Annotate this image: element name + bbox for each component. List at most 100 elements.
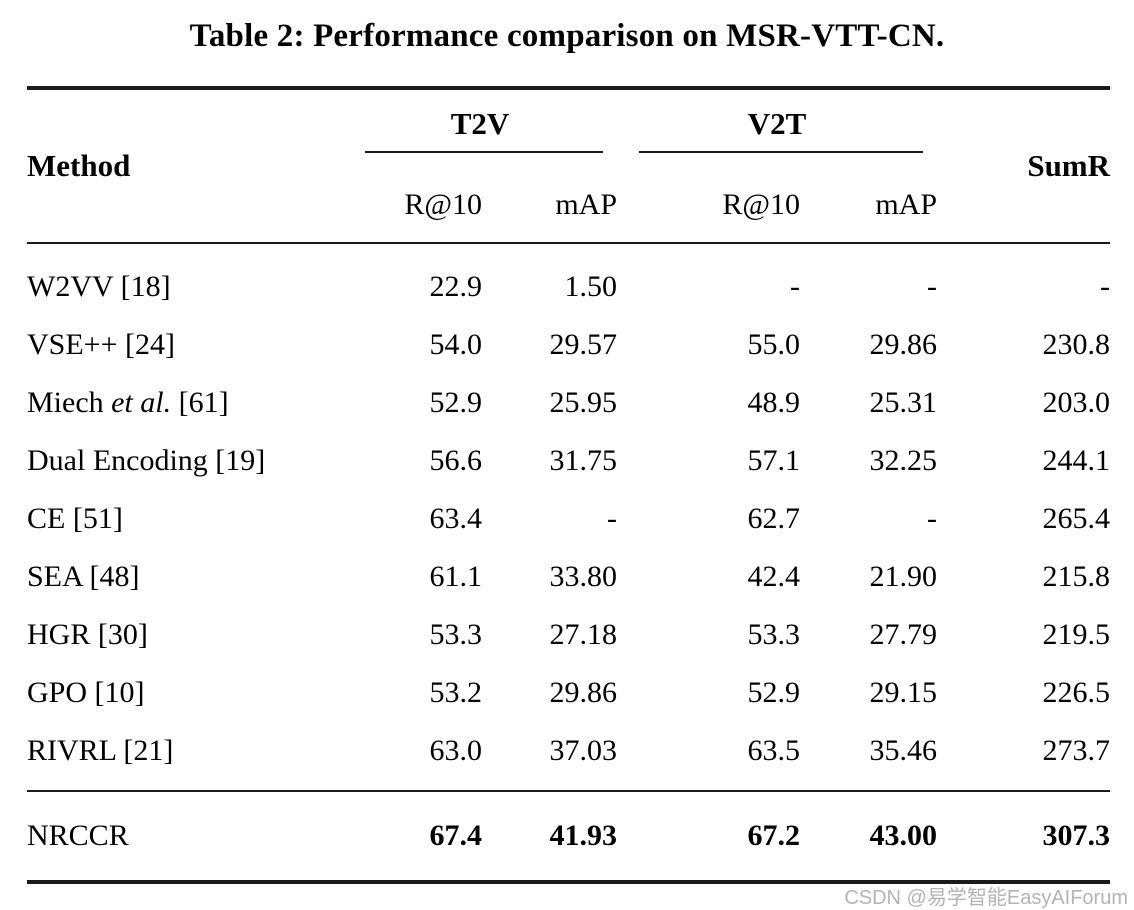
value-cell: 55.0 [747, 328, 801, 361]
method-name: CE [51] [27, 502, 123, 535]
csdn-watermark: CSDN @易学智能EasyAIForum [844, 887, 1128, 909]
method-cell: RIVRL [21] [27, 722, 343, 791]
table-row: Miech et al. [61] 52.9 25.95 48.9 25.31 … [27, 374, 1110, 432]
method-name: SEA [48] [27, 560, 140, 593]
method-name: Dual Encoding [19] [27, 444, 266, 477]
value-cell: 56.6 [429, 444, 483, 477]
method-name: VSE++ [24] [27, 328, 175, 361]
value-cell: 29.86 [869, 328, 938, 361]
table-row: HGR [30] 53.3 27.18 53.3 27.79 219.5 [27, 606, 1110, 664]
col-header-v2t-r10: R@10 [617, 168, 801, 244]
method-ref: [61] [171, 386, 229, 419]
value-cell: 215.8 [1042, 560, 1111, 593]
results-table: Method T2V V2T SumR R@10 mAP R@10 mAP W2… [27, 86, 1111, 884]
value-cell: 29.15 [869, 676, 938, 709]
value-cell: - [790, 270, 801, 303]
table-row-nrccr: NRCCR 67.4 41.93 67.2 43.00 307.3 [27, 791, 1110, 882]
value-cell: 244.1 [1042, 444, 1111, 477]
method-cell: HGR [30] [27, 606, 343, 664]
t2v-underline [365, 151, 604, 153]
value-cell: 22.9 [429, 270, 483, 303]
table-row: Dual Encoding [19] 56.6 31.75 57.1 32.25… [27, 432, 1110, 490]
value-cell: 67.4 [429, 819, 483, 852]
value-cell: 37.03 [549, 734, 618, 767]
value-cell: 62.7 [747, 502, 801, 535]
method-name: HGR [30] [27, 618, 148, 651]
header-sub-row: R@10 mAP R@10 mAP [27, 168, 1110, 244]
method-name: Miech [27, 386, 112, 419]
col-header-t2v-map: mAP [482, 168, 618, 244]
value-cell: 219.5 [1042, 618, 1111, 651]
col-header-method: Method [27, 88, 343, 244]
table-body: W2VV [18] 22.9 1.50 - - - VSE++ [24] 54.… [27, 243, 1110, 791]
value-cell: 29.86 [549, 676, 618, 709]
value-cell: 203.0 [1042, 386, 1111, 419]
value-cell: 31.75 [549, 444, 618, 477]
value-cell: 265.4 [1042, 502, 1111, 535]
highlight-section: NRCCR 67.4 41.93 67.2 43.00 307.3 [27, 791, 1111, 882]
value-cell: 32.25 [869, 444, 938, 477]
method-name: W2VV [18] [27, 270, 171, 303]
value-cell: 54.0 [429, 328, 483, 361]
value-cell: 48.9 [747, 386, 801, 419]
value-cell: 226.5 [1042, 676, 1111, 709]
method-cell: GPO [10] [27, 664, 343, 722]
value-cell: 63.5 [747, 734, 801, 767]
header-group-row: Method T2V V2T SumR [27, 88, 1111, 244]
col-group-v2t: V2T [617, 88, 937, 168]
method-cell: NRCCR [27, 819, 129, 852]
col-header-v2t-map: mAP [800, 168, 938, 244]
method-cell: CE [51] [27, 490, 343, 548]
value-cell: 52.9 [429, 386, 483, 419]
value-cell: 33.80 [549, 560, 618, 593]
value-cell: 27.18 [549, 618, 618, 651]
method-cell: W2VV [18] [27, 243, 343, 316]
value-cell: 41.93 [549, 819, 618, 852]
col-header-sumr: SumR [937, 88, 1111, 244]
value-cell: 63.0 [429, 734, 483, 767]
value-cell: 25.95 [549, 386, 618, 419]
value-cell: 42.4 [747, 560, 801, 593]
table-row: W2VV [18] 22.9 1.50 - - - [27, 243, 1110, 316]
value-cell: 43.00 [869, 819, 938, 852]
method-name: GPO [10] [27, 676, 145, 709]
value-cell: 53.3 [747, 618, 801, 651]
method-name: RIVRL [21] [27, 734, 174, 767]
table-row: RIVRL [21] 63.0 37.03 63.5 35.46 273.7 [27, 722, 1110, 791]
value-cell: 57.1 [747, 444, 801, 477]
value-cell: 53.3 [429, 618, 483, 651]
value-cell: 1.50 [564, 270, 618, 303]
value-cell: 21.90 [869, 560, 938, 593]
table-caption: Table 2: Performance comparison on MSR-V… [189, 18, 945, 54]
value-cell: 52.9 [747, 676, 801, 709]
method-cell: Miech et al. [61] [27, 374, 343, 432]
col-header-t2v-r10: R@10 [343, 168, 482, 244]
value-cell: 61.1 [429, 560, 483, 593]
value-cell: 25.31 [869, 386, 938, 419]
method-name-italic: et al. [111, 386, 172, 419]
v2t-underline [639, 151, 924, 153]
table-row: VSE++ [24] 54.0 29.57 55.0 29.86 230.8 [27, 316, 1110, 374]
table-row: GPO [10] 53.2 29.86 52.9 29.15 226.5 [27, 664, 1110, 722]
value-cell: 307.3 [1042, 819, 1111, 852]
value-cell: 29.57 [549, 328, 618, 361]
method-cell: SEA [48] [27, 548, 343, 606]
table-row: SEA [48] 61.1 33.80 42.4 21.90 215.8 [27, 548, 1110, 606]
table-header: Method T2V V2T SumR R@10 mAP R@10 mAP [27, 88, 1111, 244]
value-cell: - [1100, 270, 1111, 303]
method-cell: Dual Encoding [19] [27, 432, 343, 490]
value-cell: - [927, 270, 938, 303]
value-cell: 35.46 [869, 734, 938, 767]
value-cell: 230.8 [1042, 328, 1111, 361]
value-cell: 273.7 [1042, 734, 1111, 767]
col-group-t2v: T2V [343, 88, 617, 168]
value-cell: 63.4 [429, 502, 483, 535]
value-cell: - [927, 502, 938, 535]
method-cell: VSE++ [24] [27, 316, 343, 374]
value-cell: 53.2 [429, 676, 483, 709]
group-label-v2t: V2T [747, 106, 807, 141]
group-label-t2v: T2V [450, 106, 510, 141]
value-cell: 67.2 [747, 819, 801, 852]
table-row: CE [51] 63.4 - 62.7 - 265.4 [27, 490, 1110, 548]
value-cell: 27.79 [869, 618, 938, 651]
